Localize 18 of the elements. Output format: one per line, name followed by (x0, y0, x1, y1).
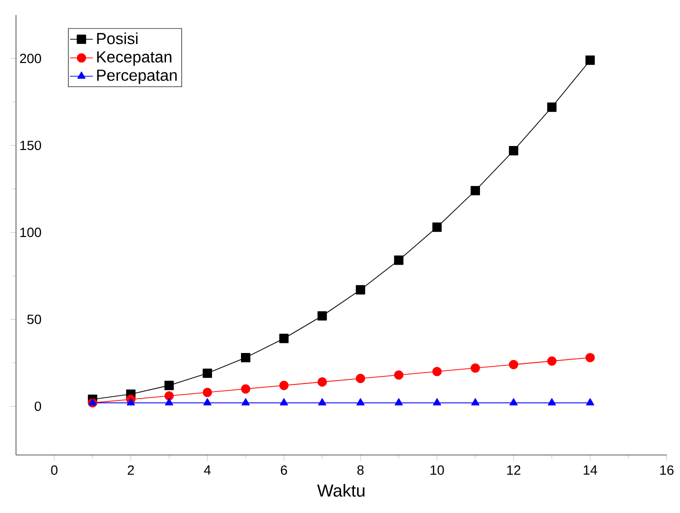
x-tick-label: 0 (51, 465, 58, 475)
x-tick-label: 10 (430, 465, 444, 475)
x-tick-label: 16 (660, 465, 674, 475)
x-tick-label: 2 (128, 465, 134, 475)
x-axis-title: Waktu (317, 484, 364, 497)
y-tick-label: 50 (27, 314, 42, 324)
x-tick-label: 12 (507, 465, 520, 475)
y-tick-label: 200 (20, 54, 42, 64)
y-tick-label: 150 (20, 140, 42, 150)
x-tick-label: 8 (357, 465, 364, 475)
legend-label: Posisi (97, 32, 138, 44)
y-tick-label: 100 (20, 228, 42, 238)
x-tick-label: 6 (280, 465, 288, 475)
legend-label: Kecepatan (97, 51, 172, 66)
x-tick-label: 14 (584, 465, 598, 475)
x-tick-label: 4 (204, 465, 211, 475)
legend-label: Percepatan (97, 70, 177, 84)
y-tick-label: 0 (34, 402, 42, 412)
